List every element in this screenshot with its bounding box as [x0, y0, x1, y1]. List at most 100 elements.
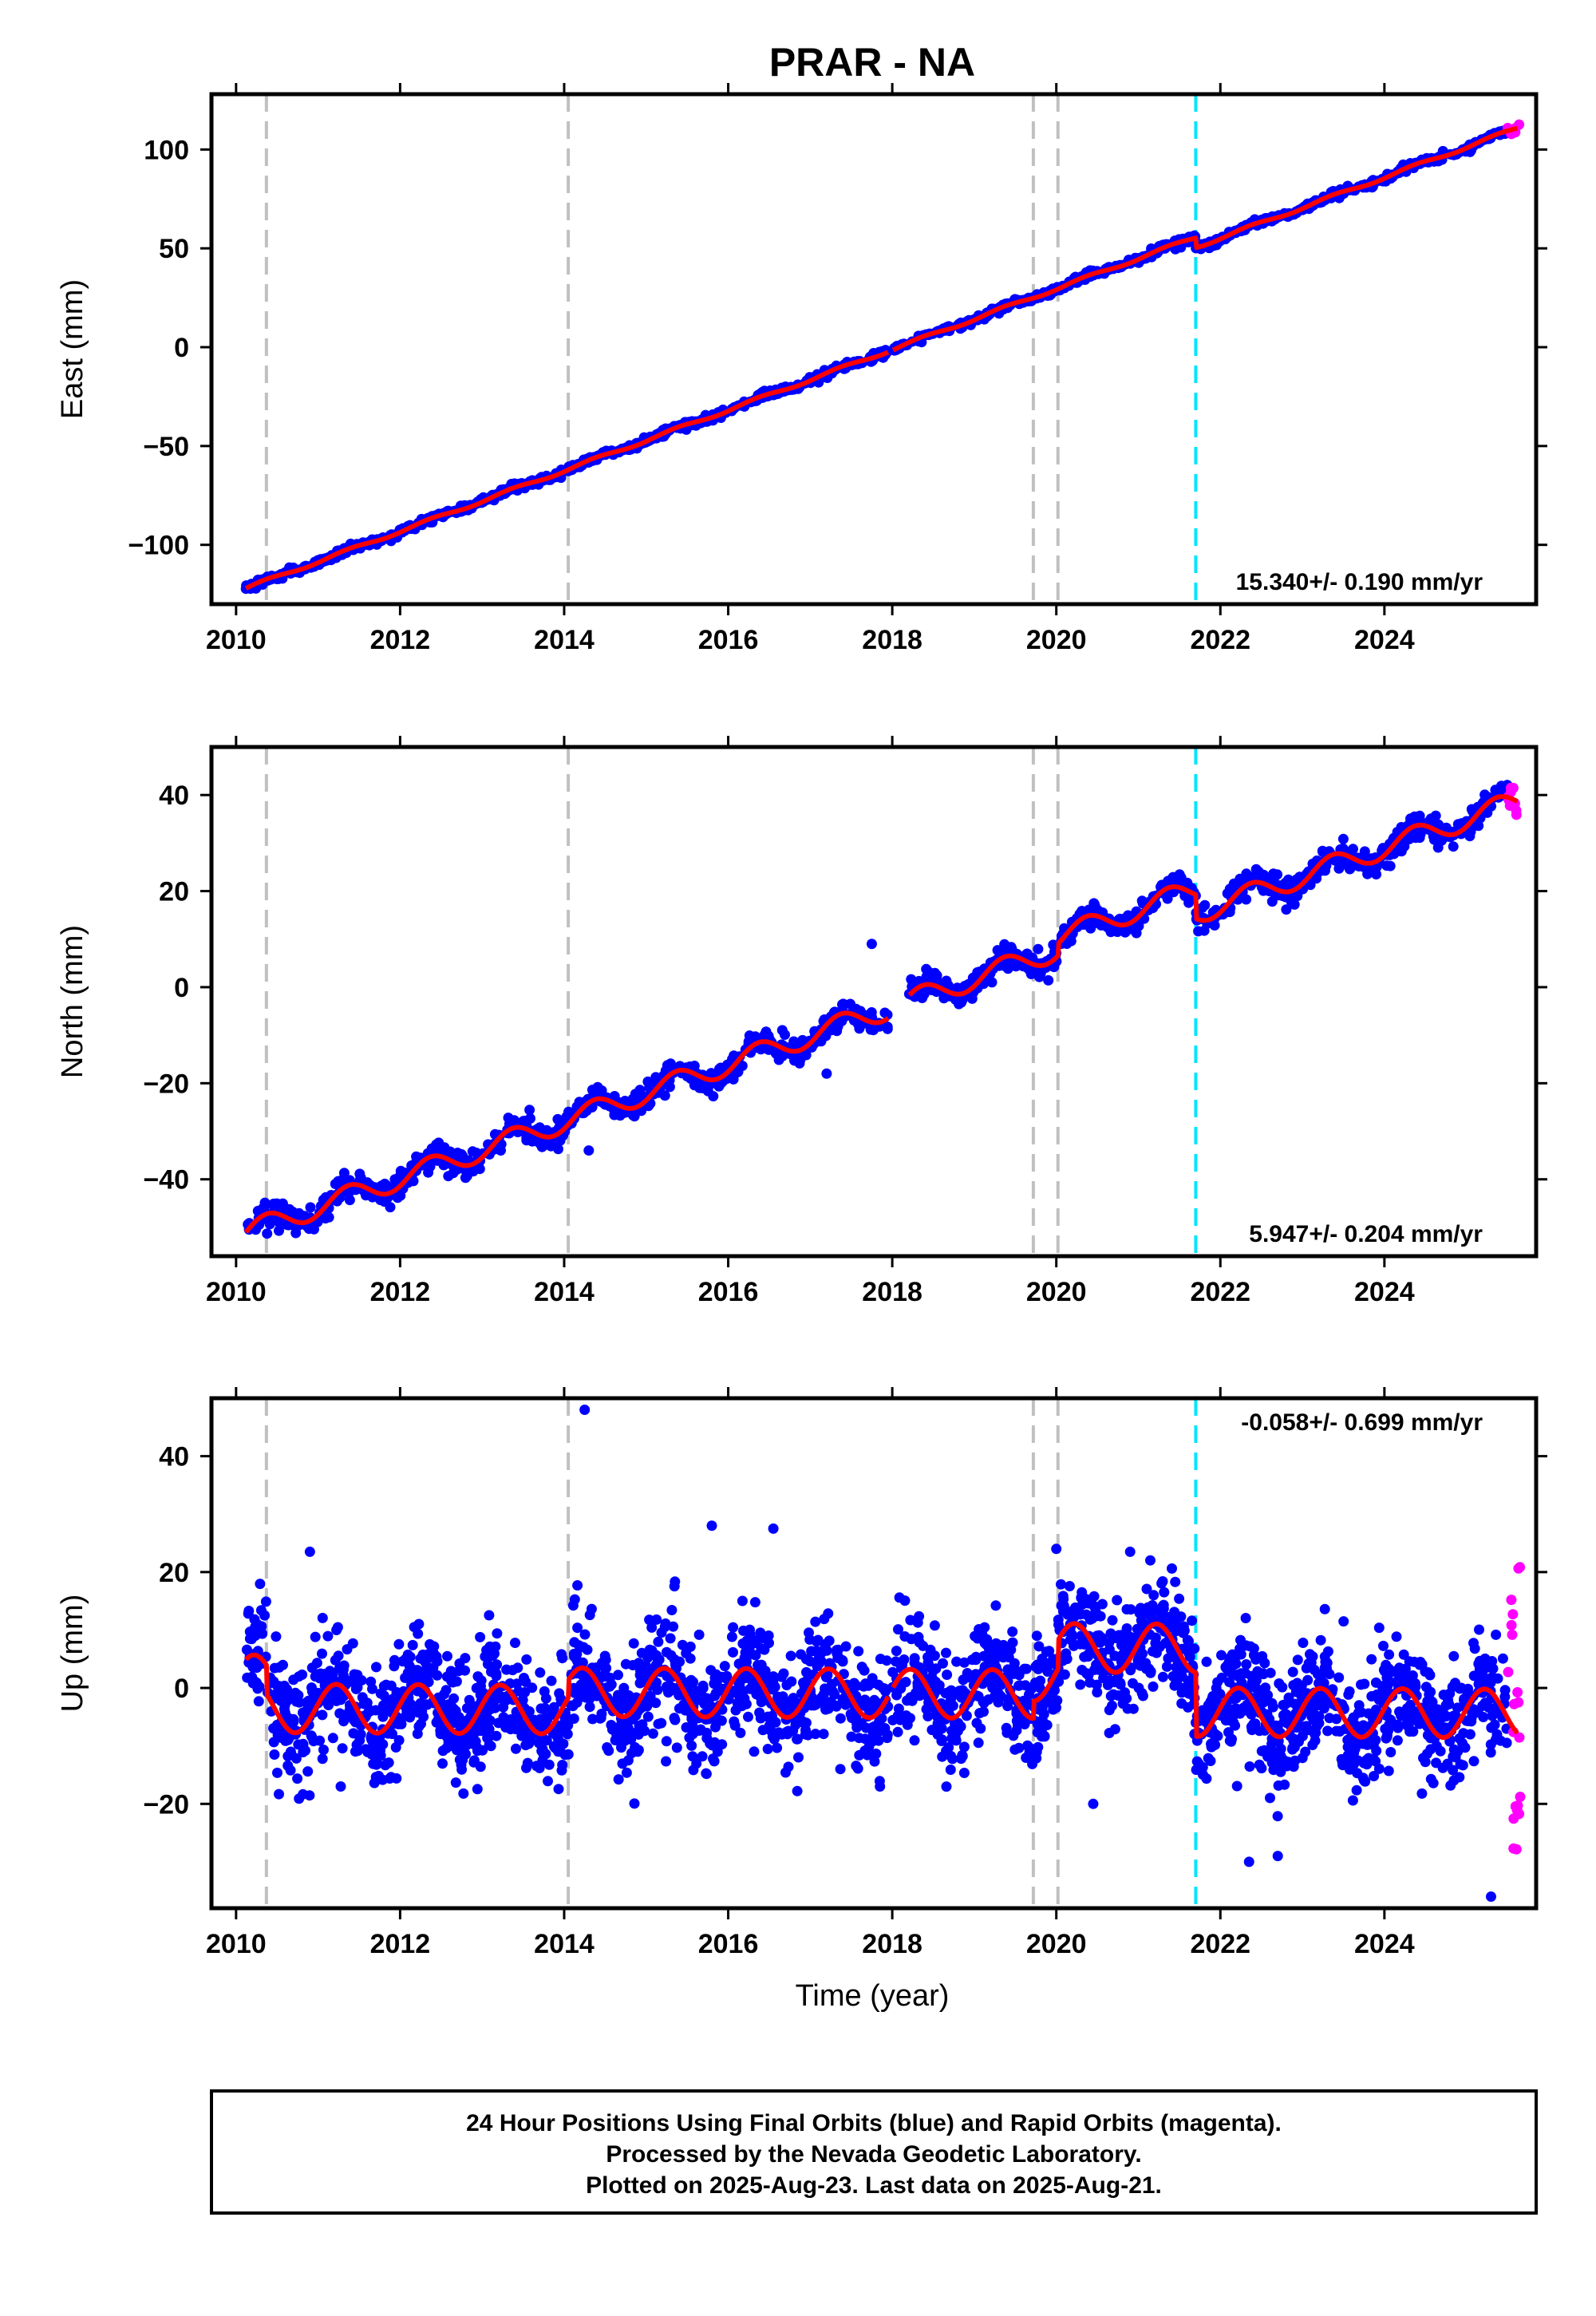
- final-orbit-point: [1378, 1640, 1389, 1651]
- final-orbit-point: [749, 1597, 760, 1608]
- final-orbit-point: [1031, 1630, 1042, 1642]
- final-orbit-point: [535, 1713, 546, 1725]
- final-orbit-point: [1092, 1687, 1103, 1697]
- final-orbit-point: [1482, 807, 1493, 818]
- final-orbit-point: [743, 1711, 753, 1722]
- final-orbit-point: [521, 1654, 532, 1665]
- final-orbit-point: [665, 1633, 676, 1644]
- y-tick-label: −50: [143, 432, 189, 462]
- final-orbit-point: [1122, 1703, 1133, 1714]
- final-orbit-point: [525, 1113, 535, 1124]
- rapid-orbit-point: [1511, 809, 1522, 820]
- final-orbit-point: [311, 1658, 322, 1669]
- final-orbit-point: [1197, 903, 1208, 913]
- final-orbit-point: [719, 1661, 730, 1672]
- final-orbit-point: [739, 1654, 750, 1666]
- final-orbit-point: [1353, 1707, 1364, 1718]
- final-orbit-point: [1119, 913, 1130, 924]
- final-orbit-point: [670, 1714, 681, 1725]
- final-orbit-point: [1468, 1756, 1479, 1767]
- final-orbit-point: [1159, 1587, 1170, 1598]
- final-orbit-point: [820, 1030, 832, 1041]
- final-orbit-point: [1244, 1761, 1255, 1772]
- final-orbit-point: [923, 966, 934, 978]
- final-orbit-point: [354, 1174, 365, 1185]
- final-orbit-point: [314, 1735, 326, 1746]
- final-orbit-point: [1109, 1650, 1120, 1662]
- final-orbit-point: [852, 1763, 863, 1774]
- final-orbit-point: [1331, 1725, 1342, 1737]
- final-orbit-point: [1369, 1771, 1380, 1781]
- final-orbit-point: [1413, 832, 1424, 843]
- final-orbit-point: [1201, 1773, 1212, 1784]
- final-orbit-point: [697, 1751, 708, 1762]
- plot-area: [243, 747, 1522, 1256]
- final-orbit-point: [1442, 1758, 1453, 1769]
- final-orbit-point: [574, 1097, 585, 1108]
- final-orbit-point: [1491, 1734, 1501, 1745]
- final-orbit-point: [627, 1713, 638, 1725]
- final-orbit-point: [503, 1113, 514, 1124]
- final-orbit-point: [1492, 1673, 1503, 1684]
- final-orbit-point: [893, 1624, 903, 1635]
- x-tick-label: 2016: [698, 625, 759, 655]
- final-orbit-point: [622, 1755, 634, 1766]
- final-orbit-point: [892, 1726, 903, 1737]
- plot-frame: [209, 92, 1539, 607]
- final-orbit-point: [1385, 1747, 1396, 1757]
- plot-frame: [209, 745, 1539, 1259]
- y-tick-label: 0: [174, 973, 189, 1003]
- final-orbit-point: [1002, 1701, 1013, 1712]
- velocity-annotation: 5.947+/- 0.204 mm/yr: [1249, 1221, 1483, 1247]
- final-orbit-point: [510, 1638, 520, 1648]
- final-orbit-point: [247, 1678, 259, 1689]
- final-orbit-point: [1370, 1677, 1381, 1688]
- final-orbit-point: [429, 1641, 440, 1652]
- final-orbit-point: [1256, 1695, 1267, 1706]
- final-orbit-point: [750, 1650, 761, 1661]
- final-orbit-point: [973, 1737, 984, 1749]
- final-orbit-point: [726, 1631, 737, 1642]
- final-orbit-point: [1425, 1773, 1436, 1784]
- final-orbit-point: [563, 1720, 574, 1731]
- final-orbit-point: [1454, 1772, 1465, 1783]
- final-orbit-point: [337, 1743, 348, 1754]
- final-orbit-point: [1431, 1757, 1442, 1769]
- final-orbit-point: [446, 1675, 457, 1686]
- final-orbit-point: [1289, 899, 1300, 910]
- final-orbit-point: [1287, 1742, 1298, 1753]
- final-orbit-point: [468, 1755, 480, 1766]
- final-orbit-point: [1479, 789, 1491, 800]
- final-orbit-point: [951, 1656, 962, 1667]
- final-orbit-point: [472, 1784, 483, 1795]
- final-orbit-point: [692, 1078, 703, 1089]
- final-orbit-point: [561, 1111, 572, 1122]
- final-orbit-point: [1298, 1638, 1309, 1648]
- final-orbit-point: [1467, 1707, 1478, 1718]
- final-orbit-point: [1315, 1634, 1326, 1646]
- final-orbit-point: [1010, 961, 1021, 972]
- final-orbit-point: [899, 1595, 911, 1607]
- final-orbit-point: [1057, 1591, 1069, 1602]
- final-orbit-point: [882, 1729, 893, 1741]
- final-orbit-point: [1450, 1751, 1461, 1762]
- final-orbit-point: [952, 1717, 963, 1729]
- final-orbit-point: [891, 1690, 903, 1701]
- final-orbit-point: [298, 1788, 309, 1800]
- final-orbit-point: [1448, 841, 1459, 852]
- final-orbit-point: [448, 1693, 460, 1704]
- final-orbit-point: [1432, 833, 1443, 844]
- final-orbit-point: [584, 1610, 595, 1621]
- final-orbit-point: [243, 1606, 255, 1616]
- final-orbit-point: [1132, 1655, 1144, 1666]
- final-orbit-point: [818, 1729, 829, 1740]
- final-orbit-point: [1319, 1603, 1330, 1614]
- final-orbit-point: [567, 1701, 579, 1712]
- final-orbit-point: [1454, 1733, 1465, 1744]
- final-orbit-point: [285, 1765, 296, 1776]
- final-orbit-point: [848, 1681, 859, 1691]
- final-orbit-point: [440, 1685, 452, 1696]
- final-orbit-point: [393, 1638, 405, 1650]
- final-orbit-point: [347, 1638, 358, 1649]
